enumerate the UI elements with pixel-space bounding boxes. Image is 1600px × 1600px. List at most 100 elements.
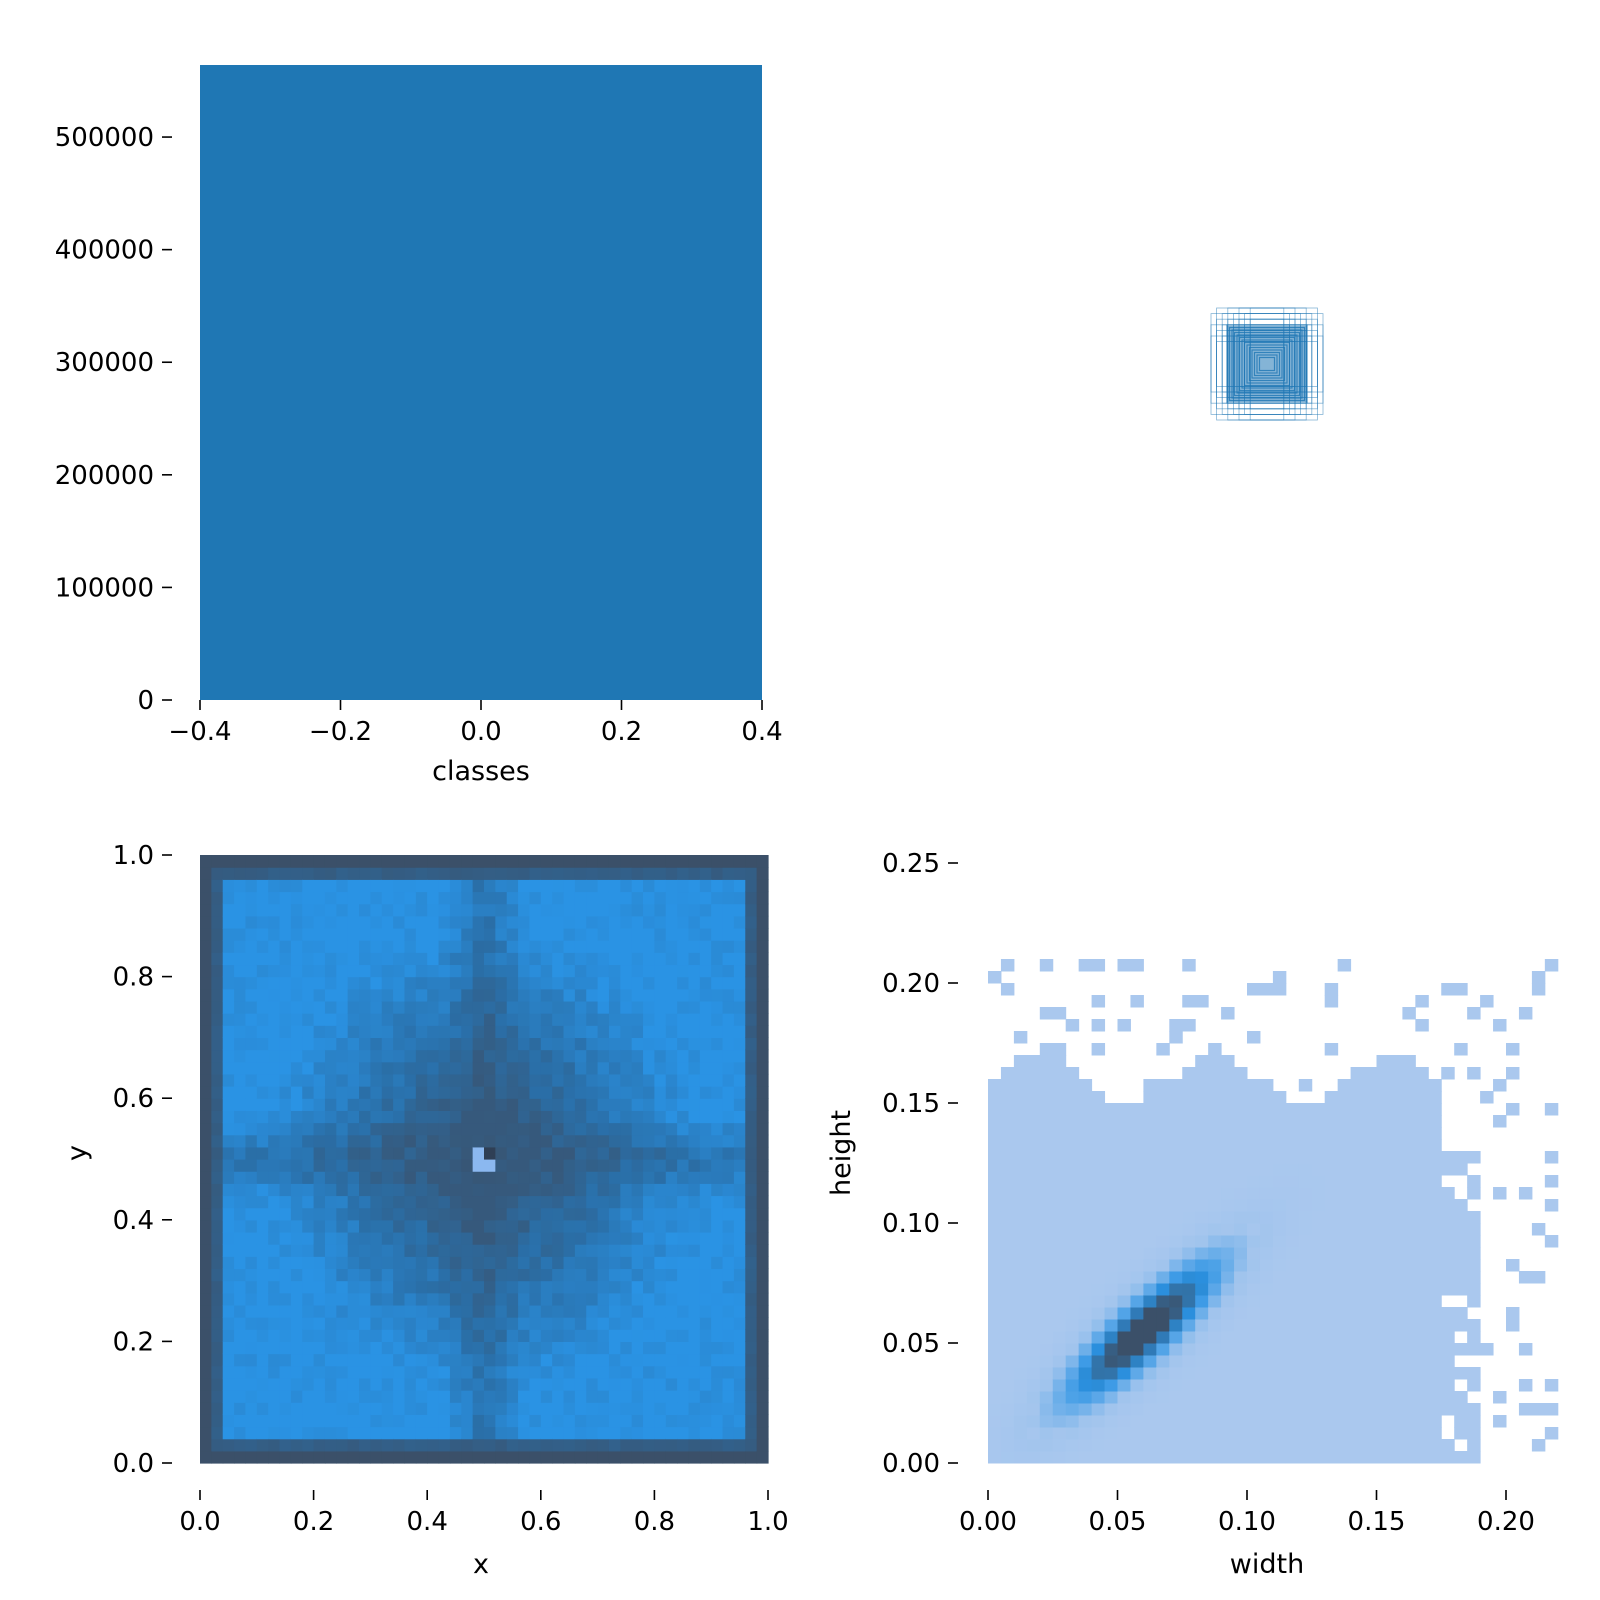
heatmap-cell (733, 1353, 746, 1367)
heatmap-cell (347, 1390, 360, 1403)
heatmap-cell (1337, 1235, 1352, 1248)
heatmap-cell (1026, 1163, 1041, 1176)
heatmap-cell (1376, 1163, 1390, 1176)
heatmap-cell (677, 1426, 690, 1440)
heatmap-cell (586, 1341, 599, 1355)
heatmap-cell (529, 976, 542, 990)
heatmap-cell (699, 1341, 712, 1355)
heatmap-cell (733, 927, 746, 941)
heatmap-cell (1337, 1271, 1352, 1284)
heatmap-cell (654, 1171, 667, 1184)
heatmap-cell (359, 1025, 371, 1038)
heatmap-cell (631, 1450, 644, 1464)
heatmap-cell (1480, 1091, 1494, 1104)
heatmap-cell (1259, 1391, 1274, 1404)
classes-x-tick-label: 0.4 (741, 717, 782, 747)
heatmap-cell (1311, 1451, 1326, 1464)
heatmap-cell (1052, 1187, 1067, 1200)
heatmap-cell (449, 1280, 462, 1294)
heatmap-cell (484, 1329, 496, 1342)
heatmap-cell (733, 855, 746, 868)
heatmap-cell (1324, 1343, 1339, 1356)
heatmap-cell (1000, 1439, 1015, 1452)
heatmap-cell (552, 1329, 565, 1342)
heatmap-cell (733, 1329, 746, 1342)
heatmap-cell (1428, 1247, 1442, 1260)
heatmap-cell (234, 1110, 247, 1124)
heatmap-cell (1026, 1355, 1041, 1368)
heatmap-cell (711, 1171, 724, 1184)
heatmap-cell (1428, 1355, 1442, 1368)
heatmap-cell (756, 915, 769, 929)
heatmap-cell (1000, 1175, 1015, 1188)
heatmap-cell (688, 1365, 701, 1379)
heatmap-cell (1389, 1223, 1403, 1236)
heatmap-cell (449, 879, 462, 893)
heatmap-cell (1441, 1187, 1455, 1200)
heatmap-cell (711, 1122, 724, 1136)
heatmap-cell (427, 1086, 440, 1099)
heatmap-cell (654, 1025, 667, 1038)
heatmap-cell (449, 903, 462, 917)
heatmap-cell (290, 1025, 303, 1038)
heatmap-cell (324, 1377, 337, 1391)
heatmap-cell (438, 1134, 451, 1148)
heatmap-cell (745, 927, 758, 941)
heatmap-cell (563, 976, 576, 990)
heatmap-cell (324, 1159, 337, 1172)
heatmap-cell (552, 988, 565, 1002)
heatmap-cell (1259, 1271, 1274, 1284)
heatmap-cell (677, 988, 690, 1002)
heatmap-cell (1065, 1391, 1080, 1404)
heatmap-cell (313, 1231, 326, 1245)
heatmap-cell (1272, 1235, 1287, 1248)
heatmap-cell (256, 903, 269, 917)
heatmap-cell (256, 1341, 269, 1355)
heatmap-cell (688, 1037, 701, 1051)
heatmap-cell (722, 1244, 735, 1257)
heatmap-cell (495, 1256, 508, 1270)
heatmap-cell (1039, 1103, 1054, 1116)
heatmap-cell (313, 1377, 326, 1391)
heatmap-cell (1182, 1427, 1196, 1440)
heatmap-cell (677, 903, 690, 917)
heatmap-cell (245, 927, 258, 941)
heatmap-cell (1026, 1343, 1041, 1356)
heatmap-cell (1013, 1331, 1028, 1344)
heatmap-cell (1013, 1079, 1028, 1092)
heatmap-cell (1298, 1307, 1313, 1320)
heatmap-cell (1000, 1343, 1015, 1356)
heatmap-cell (1311, 1295, 1326, 1308)
heatmap-cell (1026, 1379, 1041, 1392)
heatmap-cell (404, 1341, 417, 1355)
heatmap-cell (1104, 1127, 1118, 1140)
heatmap-cell (1272, 1331, 1287, 1344)
heatmap-cell (552, 964, 565, 978)
heatmap-cell (1208, 1199, 1222, 1212)
heatmap-cell (359, 1231, 371, 1245)
heatmap-cell (1208, 1187, 1222, 1200)
heatmap-cell (745, 867, 758, 880)
wh-y-tick-label: 0.25 (882, 849, 940, 879)
heatmap-cell (211, 1013, 224, 1026)
heatmap-cell (347, 867, 360, 880)
heatmap-cell (347, 1061, 360, 1075)
heatmap-cell (1078, 1151, 1093, 1164)
heatmap-cell (1234, 1439, 1248, 1452)
heatmap-cell (586, 1390, 599, 1403)
heatmap-cell (1052, 1055, 1067, 1068)
heatmap-cell (1363, 1427, 1377, 1440)
xy-x-tick-label: 0.0 (179, 1507, 220, 1537)
heatmap-cell (733, 1317, 746, 1330)
heatmap-cell (461, 1098, 474, 1111)
heatmap-cell (688, 1450, 701, 1464)
heatmap-cell (1350, 1319, 1365, 1332)
heatmap-cell (665, 1390, 678, 1403)
heatmap-cell (404, 1438, 417, 1452)
xy-y-ticks: 0.00.20.40.60.81.0 (113, 841, 172, 1479)
heatmap-cell (643, 1231, 655, 1245)
heatmap-cell (359, 1159, 371, 1172)
heatmap-cell (529, 952, 542, 966)
heatmap-cell (1013, 1367, 1028, 1380)
heatmap-cell (1428, 1415, 1442, 1428)
